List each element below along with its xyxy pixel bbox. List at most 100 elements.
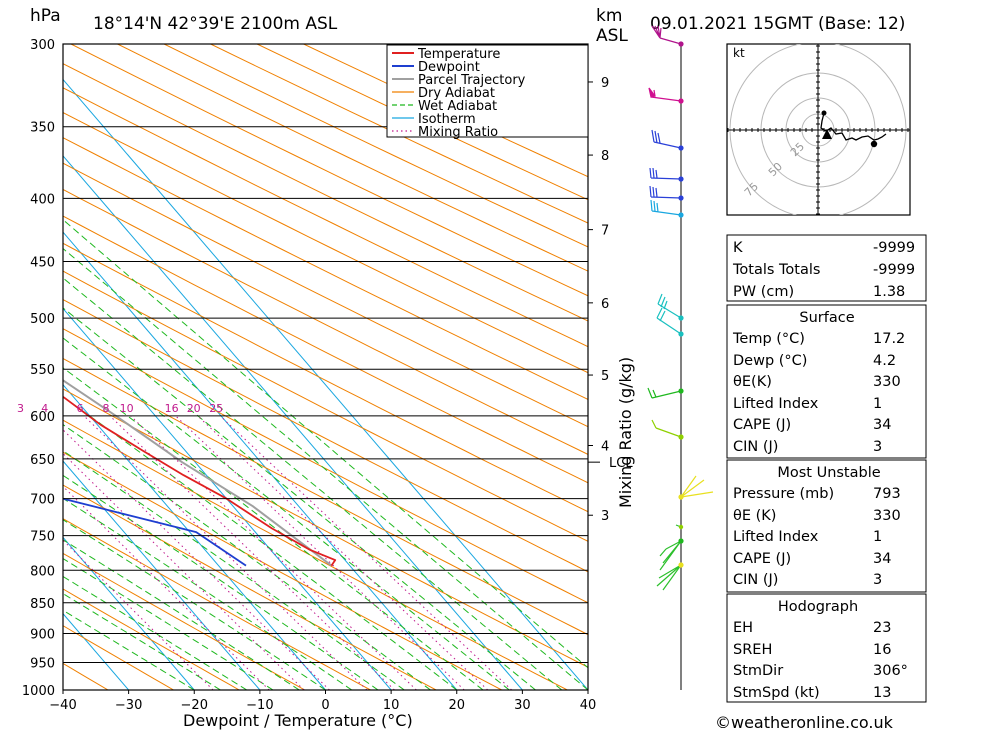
index-k-value: -9999 [873, 240, 915, 256]
mixing-ratio-label-25: 25 [209, 402, 223, 415]
km-tick-label-3: 3 [601, 509, 609, 524]
pressure-label-650: 650 [30, 453, 55, 468]
pressure-label-950: 950 [30, 656, 55, 671]
hodograph-end-point [871, 141, 877, 147]
wind-barbs [648, 26, 713, 690]
wet-adiabat-28 [0, 44, 509, 690]
mixing-ratio-line-20 [198, 416, 488, 690]
isotherm--30 [0, 44, 129, 690]
pressure-axis-labels: 3003504004505005506006507007508008509009… [22, 38, 55, 699]
x-tick-label--30: −30 [115, 698, 142, 713]
pressure-label-500: 500 [30, 312, 55, 327]
mixing-ratio-line-4 [49, 416, 330, 690]
wet-adiabat-12 [0, 44, 404, 690]
mixing-ratio-line-25 [220, 416, 512, 690]
wind-dot-740 [679, 525, 683, 529]
mu-cape-label: CAPE (J) [733, 551, 791, 567]
km-tick-label-8: 8 [601, 149, 609, 164]
km-tick-label-5: 5 [601, 369, 609, 384]
mu-thetae-label: θE (K) [733, 508, 776, 524]
surface-dewp-label: Dewp (°C) [733, 353, 807, 369]
asl-unit-label: ASL [596, 26, 628, 46]
hp-stmspd-value: 13 [873, 685, 891, 701]
date-label: 09.01.2021 15GMT (Base: 12) [650, 14, 905, 34]
hp-sreh-value: 16 [873, 642, 891, 658]
mixing-ratio-line-3 [25, 416, 304, 690]
mixing-ratio-label-20: 20 [187, 402, 201, 415]
pressure-label-400: 400 [30, 192, 55, 207]
dry-adiabat-290 [0, 44, 436, 690]
hodograph-params-heading: Hodograph [778, 599, 858, 615]
pressure-label-750: 750 [30, 530, 55, 545]
wet-adiabat-40 [0, 44, 588, 690]
pressure-label-550: 550 [30, 363, 55, 378]
wind-barb-360 [652, 130, 681, 148]
wind-barb-330 [649, 88, 681, 101]
mixing-ratio-label-3: 3 [17, 402, 24, 415]
hp-eh-value: 23 [873, 620, 891, 636]
isotherm-40 [32, 44, 588, 690]
mixing-ratio-label-8: 8 [102, 402, 109, 415]
index-k-label: K [733, 240, 743, 256]
pressure-label-450: 450 [30, 256, 55, 271]
wind-dot-300 [678, 41, 683, 46]
surface-thetae-value: 330 [873, 374, 901, 390]
surface-dewp-value: 4.2 [873, 353, 896, 369]
wind-barb-700 [681, 476, 713, 497]
mu-li-label: Lifted Index [733, 529, 819, 545]
mixing-ratio-label-10: 10 [120, 402, 134, 415]
surface-cin-label: CIN (J) [733, 439, 778, 455]
copyright-text: ©weatheronline.co.uk [715, 713, 894, 732]
wind-dot-515 [678, 331, 683, 336]
wind-dot-500 [678, 315, 683, 320]
x-tick-label-30: 30 [514, 698, 531, 713]
chart-title: 18°14'N 42°39'E 2100m ASL [93, 14, 338, 34]
km-tick-label-4: 4 [601, 439, 609, 454]
wind-dot-420 [678, 212, 683, 217]
hodograph: kt 25 50 75 [727, 42, 910, 218]
x-axis-title: Dewpoint / Temperature (°C) [183, 711, 413, 730]
hodograph-top-point [822, 111, 827, 116]
index-pw-value: 1.38 [873, 284, 905, 300]
mu-pressure-label: Pressure (mb) [733, 486, 834, 502]
dry-adiabat-350 [0, 44, 830, 690]
wind-dot-755 [678, 538, 683, 543]
wind-dot-360 [678, 145, 683, 150]
hp-stmdir-label: StmDir [733, 663, 783, 679]
surface-thetae-label: θE(K) [733, 374, 772, 390]
hp-eh-label: EH [733, 620, 753, 636]
pressure-label-800: 800 [30, 564, 55, 579]
km-tick-label-6: 6 [601, 297, 609, 312]
wet-adiabat-32 [0, 44, 535, 690]
pressure-label-300: 300 [30, 38, 55, 53]
hp-stmdir-value: 306° [873, 663, 908, 679]
mu-li-value: 1 [873, 529, 882, 545]
pressure-label-600: 600 [30, 410, 55, 425]
most-unstable-heading: Most Unstable [777, 465, 880, 481]
mu-cin-label: CIN (J) [733, 572, 778, 588]
isotherm-lines [0, 44, 588, 690]
surface-cape-label: CAPE (J) [733, 417, 791, 433]
dry-adiabat-300 [0, 44, 502, 690]
mixing-ratio-axis-title: Mixing Ratio (g/kg) [616, 357, 635, 508]
pressure-label-900: 900 [30, 627, 55, 642]
dry-adiabat-310 [0, 44, 567, 690]
surface-li-value: 1 [873, 396, 882, 412]
wind-dot-790 [678, 562, 683, 567]
pressure-label-700: 700 [30, 493, 55, 508]
pressure-label-1000: 1000 [22, 684, 55, 699]
legend-mixing-ratio: Mixing Ratio [418, 125, 498, 140]
dry-adiabat-320 [0, 44, 633, 690]
wind-dot-700 [678, 494, 683, 499]
wind-barb-575 [648, 388, 681, 398]
x-tick-label--40: −40 [49, 698, 76, 713]
wind-barbs-lower [657, 525, 681, 590]
surface-cin-value: 3 [873, 439, 882, 455]
km-tick-label-9: 9 [601, 76, 609, 91]
hp-sreh-label: SREH [733, 642, 772, 658]
surface-heading: Surface [799, 310, 854, 326]
wind-dot-380 [678, 176, 683, 181]
mu-pressure-value: 793 [873, 486, 901, 502]
